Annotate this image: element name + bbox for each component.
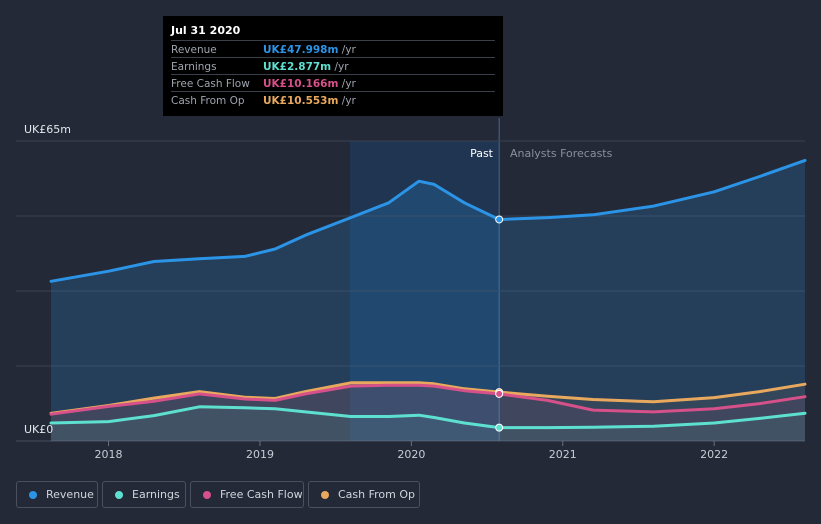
x-tick-label: 2022 <box>700 448 728 461</box>
x-tick-label: 2020 <box>397 448 425 461</box>
tooltip-row-earnings: Earnings UK£2.877m /yr <box>171 57 495 75</box>
past-label: Past <box>470 147 494 160</box>
tooltip-label: Free Cash Flow <box>171 78 250 90</box>
tooltip-value: UK£2.877m /yr <box>263 61 349 73</box>
legend-dot-icon <box>203 490 211 499</box>
free-cash-flow-marker <box>495 389 504 398</box>
earnings-marker <box>495 423 504 432</box>
earnings-area <box>51 406 805 441</box>
tooltip-row-revenue: Revenue UK£47.998m /yr <box>171 40 495 58</box>
tooltip-date: Jul 31 2020 <box>171 24 241 37</box>
x-tick-label: 2021 <box>549 448 577 461</box>
tooltip: Jul 31 2020 Revenue UK£47.998m /yr Earni… <box>163 16 503 116</box>
legend-dot-icon <box>115 490 123 499</box>
legend-dot-icon <box>321 490 329 499</box>
revenue-area <box>51 160 805 441</box>
tooltip-label: Cash From Op <box>171 95 245 107</box>
x-tick-label: 2019 <box>246 448 274 461</box>
legend-item-earnings[interactable]: Earnings <box>102 481 186 508</box>
legend-item-cash-from-op[interactable]: Cash From Op <box>308 481 420 508</box>
cash-from-op-line <box>49 381 807 415</box>
legend-label: Revenue <box>46 488 94 501</box>
legend-label: Earnings <box>132 488 180 501</box>
y-axis-top-label: UK£65m <box>24 123 71 136</box>
earnings-line <box>49 405 807 430</box>
tooltip-label: Revenue <box>171 44 217 56</box>
legend-dot-icon <box>29 490 37 499</box>
legend-label: Cash From Op <box>338 488 416 501</box>
free-cash-flow-line <box>49 383 807 416</box>
legend-item-revenue[interactable]: Revenue <box>16 481 98 508</box>
revenue-line <box>49 158 807 283</box>
tooltip-value: UK£47.998m /yr <box>263 44 356 56</box>
tooltip-value: UK£10.553m /yr <box>263 95 356 107</box>
tooltip-value: UK£10.166m /yr <box>263 78 356 90</box>
revenue-marker <box>495 215 504 224</box>
legend-label: Free Cash Flow <box>220 488 303 501</box>
forecast-label: Analysts Forecasts <box>510 147 613 160</box>
legend-item-free-cash-flow[interactable]: Free Cash Flow <box>190 481 304 508</box>
tooltip-row-free-cash-flow: Free Cash Flow UK£10.166m /yr <box>171 74 495 92</box>
y-axis-bottom-label: UK£0 <box>24 423 53 436</box>
tooltip-label: Earnings <box>171 61 217 73</box>
x-tick-label: 2018 <box>95 448 123 461</box>
tooltip-row-cash-from-op: Cash From Op UK£10.553m /yr <box>171 91 495 109</box>
